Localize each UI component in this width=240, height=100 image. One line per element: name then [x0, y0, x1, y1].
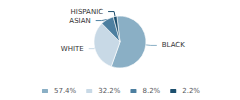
svg-text:HISPANIC: HISPANIC [71, 8, 104, 16]
svg-text:ASIAN: ASIAN [69, 17, 90, 25]
svg-text:32.2%: 32.2% [98, 87, 121, 95]
svg-text:WHITE: WHITE [61, 45, 84, 53]
svg-text:8.2%: 8.2% [142, 87, 160, 95]
svg-text:BLACK: BLACK [162, 41, 185, 49]
svg-text:57.4%: 57.4% [54, 87, 77, 95]
svg-text:2.2%: 2.2% [182, 87, 200, 95]
